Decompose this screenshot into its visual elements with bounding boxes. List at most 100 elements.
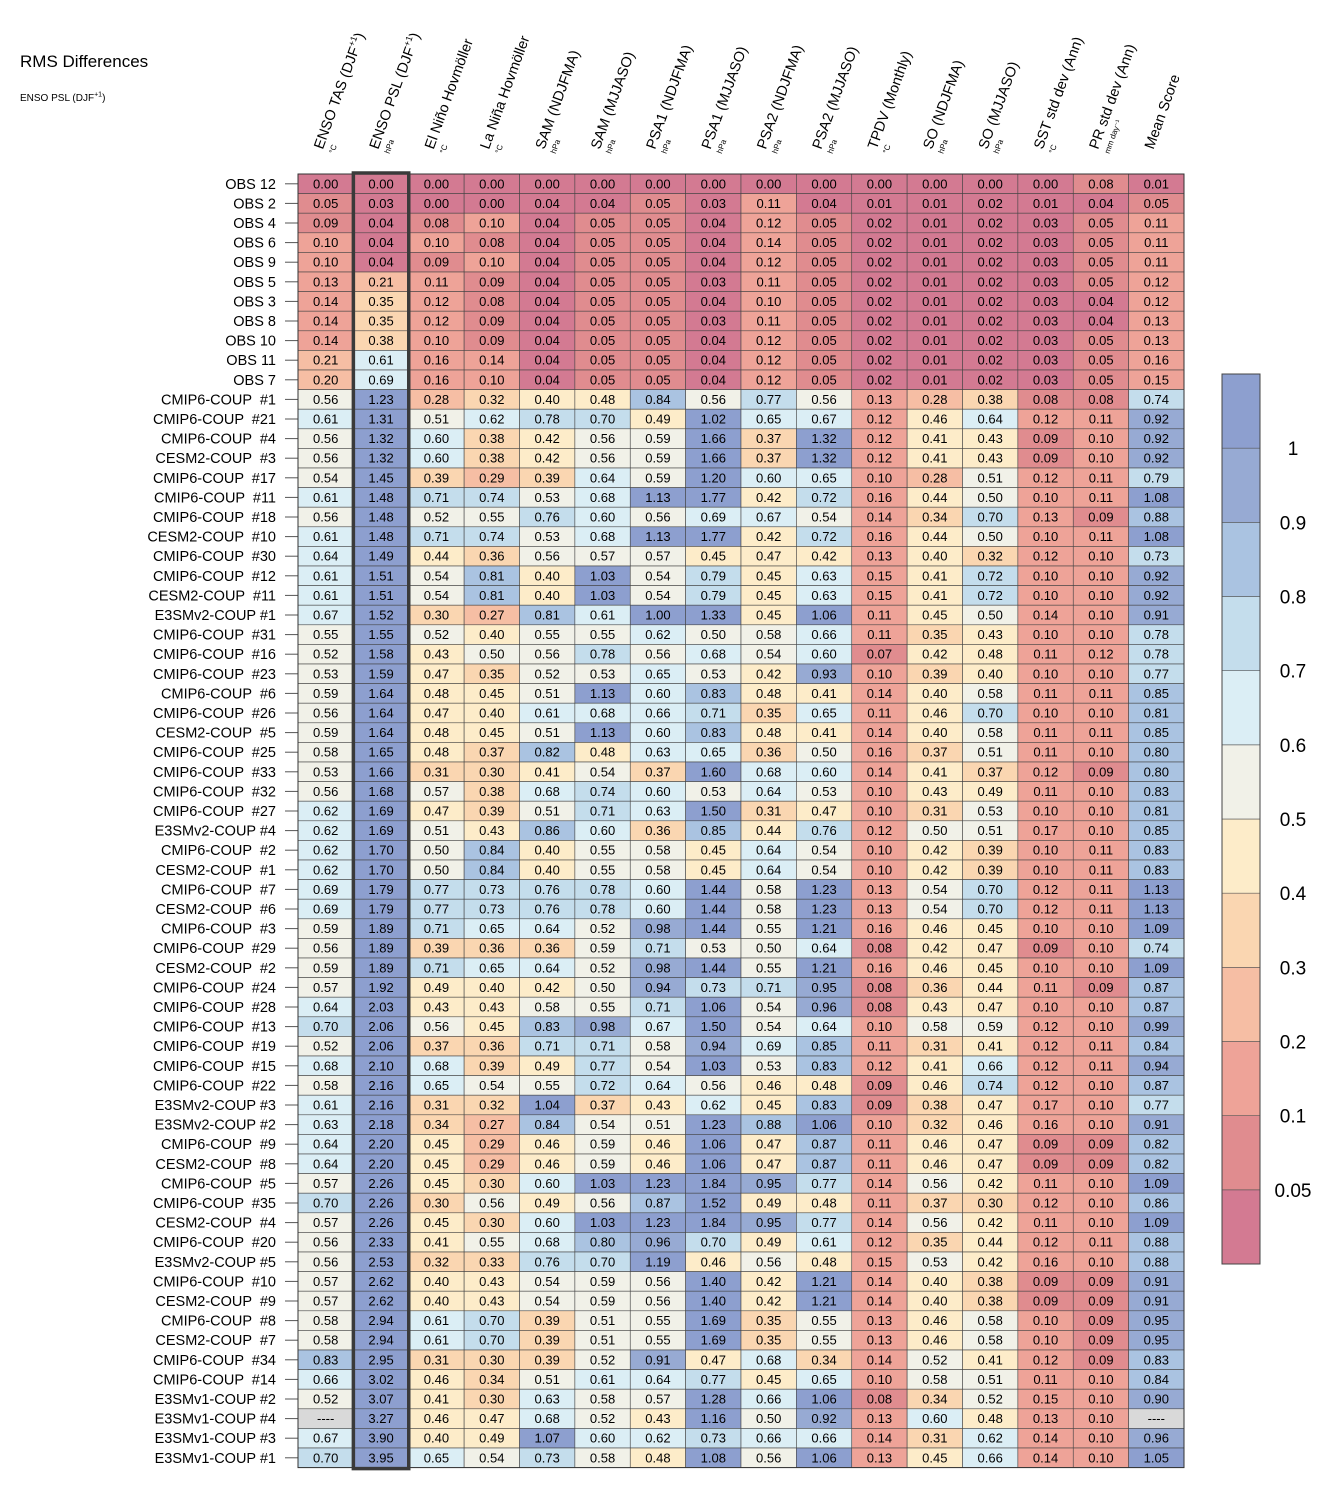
cell-value-label: 0.59 xyxy=(645,431,670,446)
cell-value-label: 0.41 xyxy=(922,451,947,466)
cell-value-label: 0.56 xyxy=(756,1450,781,1465)
cell-value-label: 0.04 xyxy=(701,294,726,309)
cell-value-label: 0.56 xyxy=(756,1254,781,1269)
cell-value-label: 0.10 xyxy=(1088,431,1113,446)
cell-value-label: 1.09 xyxy=(1144,1176,1169,1191)
cell-value-label: 0.65 xyxy=(479,960,504,975)
cell-value-label: 0.46 xyxy=(645,1156,670,1171)
row-label: CMIP6-COUP #21 xyxy=(153,412,276,428)
cell-value-label: 0.82 xyxy=(1144,1137,1169,1152)
cell-value-label: 1.69 xyxy=(368,804,393,819)
cell-value-label: 1.44 xyxy=(701,960,726,975)
cell-value-label: 0.02 xyxy=(867,333,892,348)
cell-value-label: 0.02 xyxy=(867,255,892,270)
row-label: CESM2-COUP #3 xyxy=(155,451,276,467)
cell-value-label: 0.83 xyxy=(1144,1352,1169,1367)
column-unit-label: °C xyxy=(494,143,506,155)
cell-value-label: 0.16 xyxy=(1144,353,1169,368)
column-header: El Niño Hovmöller°C xyxy=(422,37,477,155)
cell-value-label: 0.91 xyxy=(645,1352,670,1367)
cell-value-label: 0.03 xyxy=(701,196,726,211)
cell-value-label: 0.50 xyxy=(978,490,1003,505)
cell-value-label: 0.55 xyxy=(756,921,781,936)
cell-value-label: 0.02 xyxy=(867,294,892,309)
column-header-label: ENSO PSL (DJF+1) xyxy=(365,30,424,151)
cell-value-label: 0.05 xyxy=(811,235,836,250)
cell-value-label: 0.56 xyxy=(313,392,338,407)
colorbar-segment xyxy=(1221,1041,1261,1116)
cell-value-label: 0.39 xyxy=(535,1352,560,1367)
cell-value-label: 0.09 xyxy=(1033,431,1058,446)
cell-value-label: 0.31 xyxy=(922,1431,947,1446)
cell-value-label: 0.54 xyxy=(313,470,338,485)
cell-value-label: 0.85 xyxy=(1144,725,1169,740)
cell-value-label: 0.16 xyxy=(867,490,892,505)
cell-value-label: 0.56 xyxy=(313,941,338,956)
cell-value-label: 0.84 xyxy=(1144,1372,1169,1387)
row-label: OBS 8 xyxy=(233,314,276,330)
cell-value-label: 0.43 xyxy=(479,1000,504,1015)
cell-value-label: 0.51 xyxy=(424,823,449,838)
cell-value-label: 0.36 xyxy=(479,549,504,564)
cell-value-label: 0.08 xyxy=(867,1392,892,1407)
cell-value-label: 0.28 xyxy=(922,392,947,407)
cell-value-label: 0.41 xyxy=(424,1235,449,1250)
cell-value-label: 0.50 xyxy=(424,843,449,858)
cell-value-label: 0.34 xyxy=(479,1372,504,1387)
cell-value-label: 1.23 xyxy=(645,1176,670,1191)
cell-value-label: 0.77 xyxy=(424,882,449,897)
cell-value-label: 0.64 xyxy=(590,470,615,485)
row-label: E3SMv1-COUP #2 xyxy=(155,1392,276,1408)
cell-value-label: 0.85 xyxy=(1144,823,1169,838)
cell-value-label: 0.13 xyxy=(1033,1411,1058,1426)
cell-value-label: 0.10 xyxy=(867,843,892,858)
cell-value-label: 0.12 xyxy=(1033,764,1058,779)
cell-value-label: 0.58 xyxy=(590,1392,615,1407)
column-header: PR std dev (Ann)mm day⁻¹ xyxy=(1087,42,1140,155)
cell-value-label: 0.09 xyxy=(1088,1137,1113,1152)
column-header-label: SST std dev (Ann) xyxy=(1031,35,1086,152)
cell-value-label: 0.10 xyxy=(1033,862,1058,877)
cell-value-label: 0.58 xyxy=(313,1078,338,1093)
cell-value-label: 0.42 xyxy=(756,1294,781,1309)
cell-value-label: 0.45 xyxy=(424,1137,449,1152)
column-header: SST std dev (Ann)°C xyxy=(1031,35,1086,155)
cell-value-label: 0.59 xyxy=(313,725,338,740)
cell-value-label: 0.56 xyxy=(313,1235,338,1250)
cell-value-label: 1.77 xyxy=(701,490,726,505)
cell-value-label: 0.45 xyxy=(756,588,781,603)
cell-value-label: 0.60 xyxy=(811,764,836,779)
cell-value-label: 0.58 xyxy=(535,1000,560,1015)
cell-value-label: 1.51 xyxy=(368,568,393,583)
cell-value-label: 0.03 xyxy=(701,274,726,289)
cell-value-label: 0.11 xyxy=(867,1156,891,1171)
cell-value-label: 0.49 xyxy=(978,784,1003,799)
cell-value-label: 0.45 xyxy=(479,725,504,740)
cell-value-label: 0.59 xyxy=(590,1137,615,1152)
cell-value-label: 1.50 xyxy=(701,804,726,819)
cell-value-label: 0.63 xyxy=(811,588,836,603)
cell-value-label: 0.08 xyxy=(867,1000,892,1015)
cell-value-label: 0.40 xyxy=(922,1274,947,1289)
cell-value-label: 0.55 xyxy=(590,627,615,642)
cell-value-label: 0.11 xyxy=(1089,862,1113,877)
cell-value-label: 0.37 xyxy=(756,431,781,446)
cell-value-label: 0.77 xyxy=(701,1372,726,1387)
cell-value-label: 0.03 xyxy=(1033,372,1058,387)
colorbar-segment xyxy=(1221,373,1261,449)
cell-value-label: 0.47 xyxy=(811,804,836,819)
cell-value-label: 0.10 xyxy=(1088,1078,1113,1093)
cell-value-label: 0.16 xyxy=(1033,1254,1058,1269)
cell-value-label: 0.38 xyxy=(479,451,504,466)
cell-value-label: 0.04 xyxy=(535,216,560,231)
colorbar-tick-label: 0.4 xyxy=(1280,884,1307,905)
cell-value-label: 0.53 xyxy=(590,666,615,681)
cell-value-label: 0.10 xyxy=(867,1372,892,1387)
cell-value-label: 0.54 xyxy=(811,843,836,858)
cell-value-label: 0.60 xyxy=(645,686,670,701)
cell-value-label: 0.46 xyxy=(922,1313,947,1328)
column-header-label: SO (MJJASO) xyxy=(976,60,1022,152)
row-label: E3SMv1-COUP #4 xyxy=(155,1412,276,1428)
cell-value-label: 0.04 xyxy=(1088,294,1113,309)
cell-value-label: 0.09 xyxy=(1088,1294,1113,1309)
